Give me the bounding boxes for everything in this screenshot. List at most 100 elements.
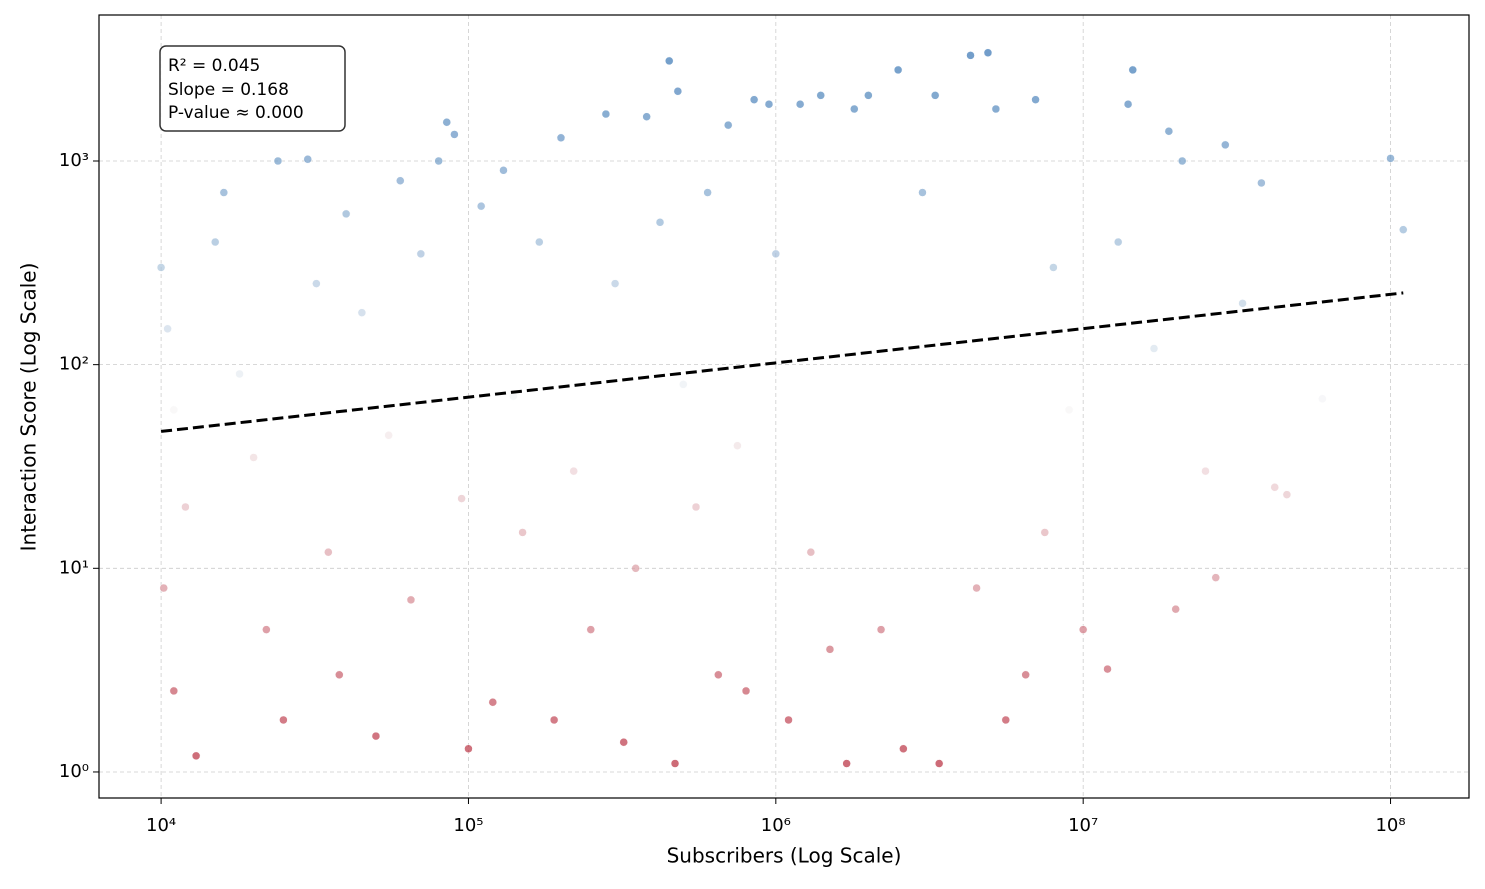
scatter-point: [1001, 715, 1011, 725]
scatter-point: [464, 744, 473, 754]
y-tick-label: 10¹: [59, 557, 89, 578]
scatter-point: [1113, 237, 1123, 247]
scatter-point: [434, 156, 443, 166]
scatter-point: [655, 218, 665, 227]
plot-frame: [98, 14, 1470, 799]
scatter-point: [406, 595, 416, 605]
scatter-point: [784, 715, 793, 725]
scatter-point: [703, 188, 712, 197]
plot-area: [99, 15, 1469, 798]
scatter-point: [1386, 154, 1395, 163]
scatter-point: [1221, 140, 1230, 150]
scatter-point: [273, 156, 283, 166]
x-tick-label: 10⁸: [1375, 815, 1405, 836]
scatter-point: [1211, 573, 1221, 582]
scatter-point: [569, 466, 578, 476]
scatter-point: [488, 697, 498, 707]
scatter-point: [795, 99, 805, 109]
scatter-point: [806, 547, 816, 557]
scatter-point: [664, 56, 674, 66]
scatter-point: [518, 528, 527, 537]
annotation: P-value ≈ 0.000: [168, 103, 304, 123]
scatter-point: [586, 625, 596, 634]
scatter-point: [262, 625, 271, 634]
y-tick-label: 10³: [59, 150, 89, 171]
scatter-point: [673, 87, 683, 96]
scatter-point: [1128, 65, 1138, 75]
scatter-point: [670, 759, 680, 768]
scatter-point: [934, 759, 944, 768]
scatter-point: [1164, 126, 1174, 136]
scatter-point: [1040, 528, 1050, 537]
stats-box: [159, 45, 346, 132]
scatter-point: [983, 48, 993, 57]
scatter-point: [918, 188, 927, 197]
scatter-point: [601, 109, 611, 119]
annotation: R² = 0.045: [168, 56, 260, 76]
scatter-point: [991, 104, 1001, 114]
scatter-point: [1078, 625, 1088, 634]
scatter-point: [159, 583, 168, 593]
scatter-point: [816, 91, 825, 100]
scatter-point: [723, 120, 733, 130]
scatter-point: [876, 625, 886, 634]
scatter-point: [303, 154, 312, 164]
y-tick-label: 10⁰: [59, 761, 89, 782]
scatter-point: [899, 744, 908, 754]
scatter-point: [771, 249, 781, 259]
scatter-point: [1149, 344, 1159, 353]
scatter-point: [1064, 405, 1074, 415]
scatter-point: [169, 405, 179, 415]
scatter-point: [1270, 483, 1279, 492]
scatter-point: [1031, 95, 1040, 104]
scatter-point: [156, 263, 166, 272]
scatter-point: [210, 237, 220, 247]
scatter-point: [191, 751, 201, 761]
scatter-point: [279, 715, 288, 725]
scatter-point: [642, 112, 651, 121]
y-axis-label: Interaction Score (Log Scale): [17, 263, 41, 552]
scatter-point: [631, 564, 640, 573]
scatter-point: [169, 686, 179, 696]
scatter-point: [357, 308, 367, 317]
scatter-point: [825, 645, 835, 654]
scatter-point: [341, 209, 351, 219]
scatter-point: [619, 737, 628, 747]
scatter-point: [442, 117, 452, 127]
scatter-point: [416, 249, 426, 259]
scatter-point: [610, 279, 620, 288]
regression-line: [160, 291, 1404, 433]
y-tick-label: 10²: [59, 354, 89, 375]
scatter-point: [535, 237, 544, 247]
scatter-point: [749, 95, 759, 104]
scatter-point: [396, 176, 405, 185]
scatter-point: [324, 547, 333, 557]
x-tick-label: 10⁶: [761, 815, 791, 836]
scatter-point: [850, 104, 859, 114]
annotation: Slope = 0.168: [168, 80, 289, 100]
scatter-point: [1021, 670, 1030, 680]
scatter-point: [842, 759, 851, 768]
scatter-point: [457, 494, 466, 503]
scatter-point: [1103, 664, 1112, 674]
scatter-point: [499, 166, 508, 175]
scatter-point: [679, 380, 688, 389]
scatter-point: [1177, 156, 1187, 166]
scatter-point: [691, 502, 701, 512]
scatter-point: [1123, 99, 1133, 109]
scatter-point: [450, 130, 459, 139]
scatter-point: [741, 686, 751, 696]
scatter-point: [733, 441, 742, 450]
scatter-point: [1171, 604, 1180, 614]
scatter-point: [1399, 225, 1408, 234]
scatter-point: [384, 431, 393, 440]
scatter-point: [966, 51, 975, 60]
scatter-point: [864, 91, 873, 100]
x-tick-label: 10⁴: [146, 815, 176, 836]
scatter-point: [1282, 490, 1292, 499]
x-tick-label: 10⁷: [1068, 815, 1098, 836]
scatter-point: [1238, 299, 1247, 308]
scatter-point: [764, 99, 774, 109]
scatter-point: [556, 133, 566, 143]
